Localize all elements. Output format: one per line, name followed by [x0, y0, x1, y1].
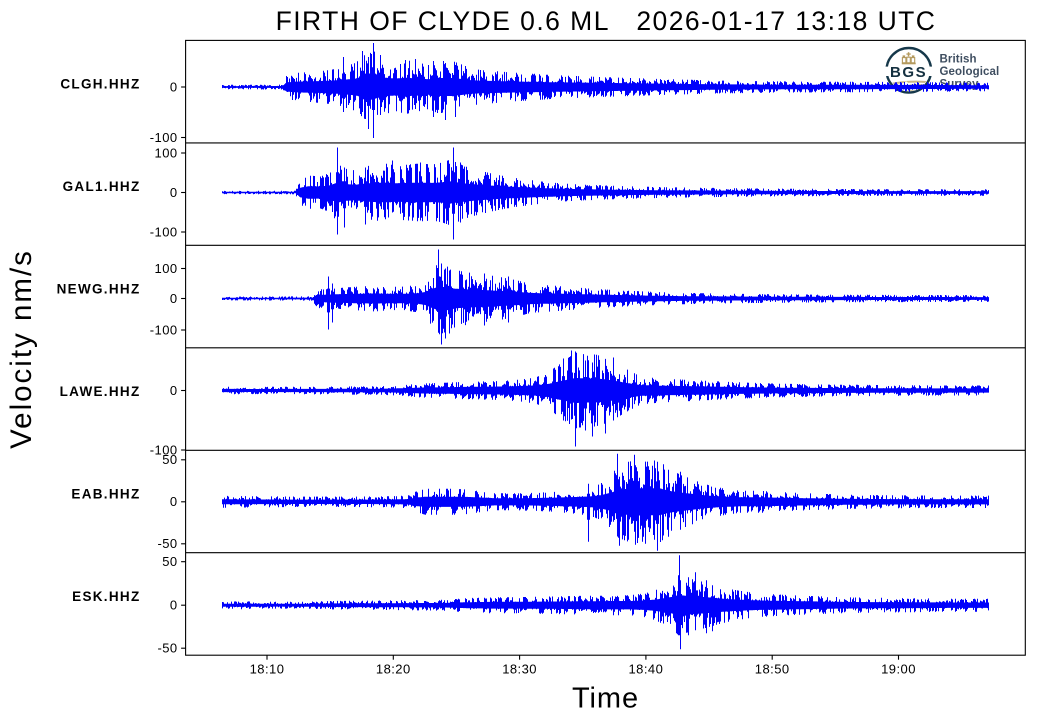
svg-text:0: 0 — [170, 79, 178, 94]
svg-text:Time: Time — [572, 683, 639, 715]
svg-text:19:00: 19:00 — [881, 662, 916, 677]
svg-text:ESK.HHZ: ESK.HHZ — [72, 589, 140, 604]
svg-text:50: 50 — [162, 452, 177, 467]
svg-text:18:50: 18:50 — [755, 662, 790, 677]
svg-text:0: 0 — [170, 185, 178, 200]
svg-text:-50: -50 — [157, 641, 177, 656]
svg-text:-50: -50 — [157, 536, 177, 551]
svg-text:BGS: BGS — [890, 64, 927, 81]
svg-text:GAL1.HHZ: GAL1.HHZ — [63, 179, 141, 194]
svg-text:18:20: 18:20 — [376, 662, 411, 677]
svg-text:British: British — [940, 54, 977, 66]
svg-text:CLGH.HHZ: CLGH.HHZ — [60, 77, 140, 92]
svg-text:0: 0 — [170, 291, 178, 306]
svg-text:LAWE.HHZ: LAWE.HHZ — [60, 384, 141, 399]
svg-text:-100: -100 — [150, 224, 178, 239]
svg-text:50: 50 — [162, 554, 177, 569]
svg-text:100: 100 — [155, 261, 178, 276]
svg-text:0: 0 — [170, 598, 178, 613]
svg-text:EAB.HHZ: EAB.HHZ — [71, 487, 140, 502]
svg-text:Geological: Geological — [940, 66, 1000, 78]
svg-text:FIRTH OF CLYDE 0.6 ML 2026-0: FIRTH OF CLYDE 0.6 ML 2026-01-17 13:18 U… — [276, 6, 937, 36]
svg-text:NEWG.HHZ: NEWG.HHZ — [57, 282, 141, 297]
svg-text:-100: -100 — [150, 130, 178, 145]
svg-text:-100: -100 — [150, 442, 178, 457]
svg-text:18:30: 18:30 — [502, 662, 537, 677]
svg-text:0: 0 — [170, 383, 178, 398]
svg-text:18:10: 18:10 — [250, 662, 285, 677]
svg-text:-100: -100 — [150, 322, 178, 337]
svg-text:100: 100 — [155, 145, 178, 160]
svg-text:Velocity nm/s: Velocity nm/s — [5, 249, 38, 449]
svg-text:0: 0 — [170, 494, 178, 509]
svg-text:18:40: 18:40 — [629, 662, 664, 677]
